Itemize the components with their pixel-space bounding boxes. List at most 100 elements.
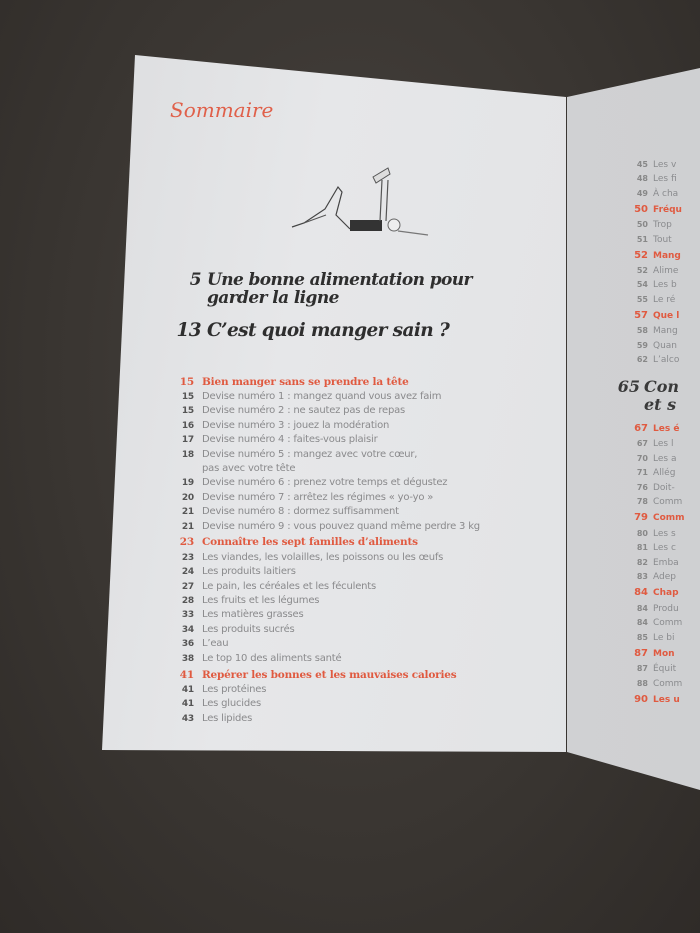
section-entry[interactable]: 57 Que l: [628, 310, 679, 322]
toc-entry[interactable]: 41 Les glucides: [172, 698, 261, 710]
entry-title: Les protéines: [202, 683, 267, 695]
toc-entry[interactable]: 41 Les protéines: [172, 683, 267, 696]
page-number: 36: [181, 639, 194, 650]
entry-title: Devise numéro 1 : mangez quand vous avez…: [202, 390, 442, 402]
toc-entry[interactable]: 51 Tout: [628, 234, 672, 246]
entry-title: L’eau: [202, 638, 229, 650]
section-entry[interactable]: 90 Les u: [628, 694, 680, 706]
page-number: 84: [636, 603, 648, 613]
page-number: 54: [636, 280, 648, 290]
toc-entry[interactable]: 28 Les fruits et les légumes: [172, 595, 320, 607]
section-entry[interactable]: 41 Repérer les bonnes et les mauvaises ca…: [172, 668, 457, 681]
toc-entry[interactable]: pas avec votre tête: [172, 463, 295, 475]
entry-title: Mang: [653, 326, 678, 337]
page-number: 67: [634, 422, 648, 434]
entry-title: Devise numéro 5 : mangez avec votre cœur…: [202, 448, 418, 460]
section-entry[interactable]: 15 Bien manger sans se prendre la tête: [172, 376, 409, 388]
toc-entry[interactable]: 88 Comm: [628, 678, 682, 690]
entry-title: Les fi: [653, 174, 677, 185]
page-number: 15: [179, 375, 194, 388]
entry-title: Les lipides: [202, 712, 253, 724]
page-number: 52: [634, 249, 648, 261]
toc-entry[interactable]: 87 Équit: [628, 663, 676, 675]
toc-entry[interactable]: 67 Les l: [628, 438, 674, 450]
page-number: 48: [636, 174, 648, 184]
toc-entry[interactable]: 85 Le bi: [628, 632, 675, 644]
toc-entry[interactable]: 38 Le top 10 des aliments santé: [172, 653, 342, 665]
page-number: 49: [636, 188, 648, 198]
toc-entry[interactable]: 76 Doit-: [628, 482, 675, 494]
toc-entry[interactable]: 20 Devise numéro 7 : arrêtez les régimes …: [172, 492, 434, 504]
toc-entry[interactable]: 27 Le pain, les céréales et les féculents: [172, 581, 376, 593]
toc-entry[interactable]: 59 Quan: [628, 340, 677, 352]
toc-entry[interactable]: 50 Trop: [628, 219, 672, 231]
toc-entry[interactable]: 54 Les b: [628, 279, 677, 291]
toc-entry[interactable]: 55 Le ré: [628, 294, 675, 306]
section-entry[interactable]: 79 Comm: [628, 512, 684, 524]
page-number: 59: [636, 340, 648, 350]
page-number: 28: [181, 596, 194, 606]
entry-title: Les é: [653, 423, 680, 434]
page-number: 38: [181, 653, 194, 664]
toc-entry[interactable]: 62 L’alco: [628, 354, 680, 366]
toc-entry[interactable]: 81 Les c: [628, 542, 676, 554]
page-number: 90: [634, 693, 648, 705]
toc-entry[interactable]: 80 Les s: [628, 528, 676, 540]
page-number: 5: [189, 270, 202, 290]
page-number: 21: [181, 521, 194, 532]
page-number: 41: [181, 684, 194, 695]
toc-entry[interactable]: 34 Les produits sucrés: [172, 624, 295, 636]
page-number: 41: [179, 668, 194, 681]
entry-title: Chap: [653, 588, 679, 598]
toc-entry[interactable]: 83 Adep: [628, 571, 676, 583]
toc-entry[interactable]: 15 Devise numéro 1 : mangez quand vous av…: [172, 390, 442, 403]
toc-entry[interactable]: 24 Les produits laitiers: [172, 566, 296, 578]
section-entry[interactable]: 50 Fréqu: [628, 204, 682, 216]
section-entry[interactable]: 87 Mon: [628, 647, 674, 660]
entry-title: Équit: [653, 664, 677, 674]
page-number: 62: [636, 354, 648, 364]
toc-entry[interactable]: 17 Devise numéro 4 : faites-vous plaisir: [172, 434, 378, 446]
toc-entry[interactable]: 21 Devise numéro 8 : dormez suffisamment: [172, 506, 399, 518]
page-number: 55: [636, 294, 648, 304]
chapter-entry[interactable]: 13 C’est quoi manger sain ?: [175, 321, 449, 340]
section-entry[interactable]: 84 Chap: [628, 587, 679, 599]
toc-entry[interactable]: 16 Devise numéro 3 : jouez la modération: [172, 420, 390, 432]
toc-entry[interactable]: 71 Allég: [628, 467, 676, 479]
entry-title: Adep: [653, 572, 676, 582]
toc-entry[interactable]: 43 Les lipides: [172, 713, 252, 725]
chapter-entry[interactable]: 65 Con et s: [614, 378, 679, 414]
toc-entry[interactable]: 18 Devise numéro 5 : mangez avec votre cœ…: [172, 448, 418, 461]
toc-entry[interactable]: 23 Les viandes, les volailles, les poisso…: [172, 552, 443, 564]
page-number: 88: [636, 678, 648, 688]
page-number: 76: [636, 482, 648, 492]
toc-entry[interactable]: 52 Alime: [628, 265, 679, 277]
toc-entry[interactable]: 78 Comm: [628, 496, 682, 508]
toc-entry[interactable]: 70 Les a: [628, 453, 677, 465]
page-number: 87: [634, 647, 648, 659]
entry-title: Les produits laitiers: [202, 566, 296, 578]
toc-entry[interactable]: 84 Produ: [628, 603, 679, 615]
toc-entry[interactable]: 36 L’eau: [172, 638, 229, 650]
toc-entry[interactable]: 21 Devise numéro 9 : vous pouvez quand mê…: [172, 521, 480, 533]
section-entry[interactable]: 23 Connaître les sept familles d’aliments: [172, 536, 418, 548]
section-entry[interactable]: 52 Mang: [628, 250, 681, 262]
toc-entry[interactable]: 45 Les v: [628, 159, 676, 171]
toc-entry[interactable]: 19 Devise numéro 6 : prenez votre temps e…: [172, 477, 448, 489]
toc-entry[interactable]: 15 Devise numéro 2 : ne sautez pas de rep…: [172, 405, 405, 417]
entry-title: Mang: [653, 250, 681, 261]
page-number: 80: [636, 528, 648, 538]
chapter-entry[interactable]: 5 Une bonne alimentation pour garder la l…: [175, 270, 473, 307]
page-number: 57: [634, 310, 648, 321]
page-number: 83: [636, 572, 648, 581]
toc-entry[interactable]: 49 À cha: [628, 188, 678, 200]
toc-entry[interactable]: 84 Comm: [628, 617, 682, 629]
toc-entry[interactable]: 58 Mang: [628, 325, 678, 337]
section-entry[interactable]: 67 Les é: [628, 423, 679, 435]
toc-entry[interactable]: 33 Les matières grasses: [172, 609, 304, 621]
page-number: 21: [181, 507, 194, 518]
toc-entry[interactable]: 48 Les fi: [628, 173, 677, 185]
exercise-illustration: [291, 167, 429, 236]
toc-entry[interactable]: 82 Emba: [628, 557, 679, 569]
